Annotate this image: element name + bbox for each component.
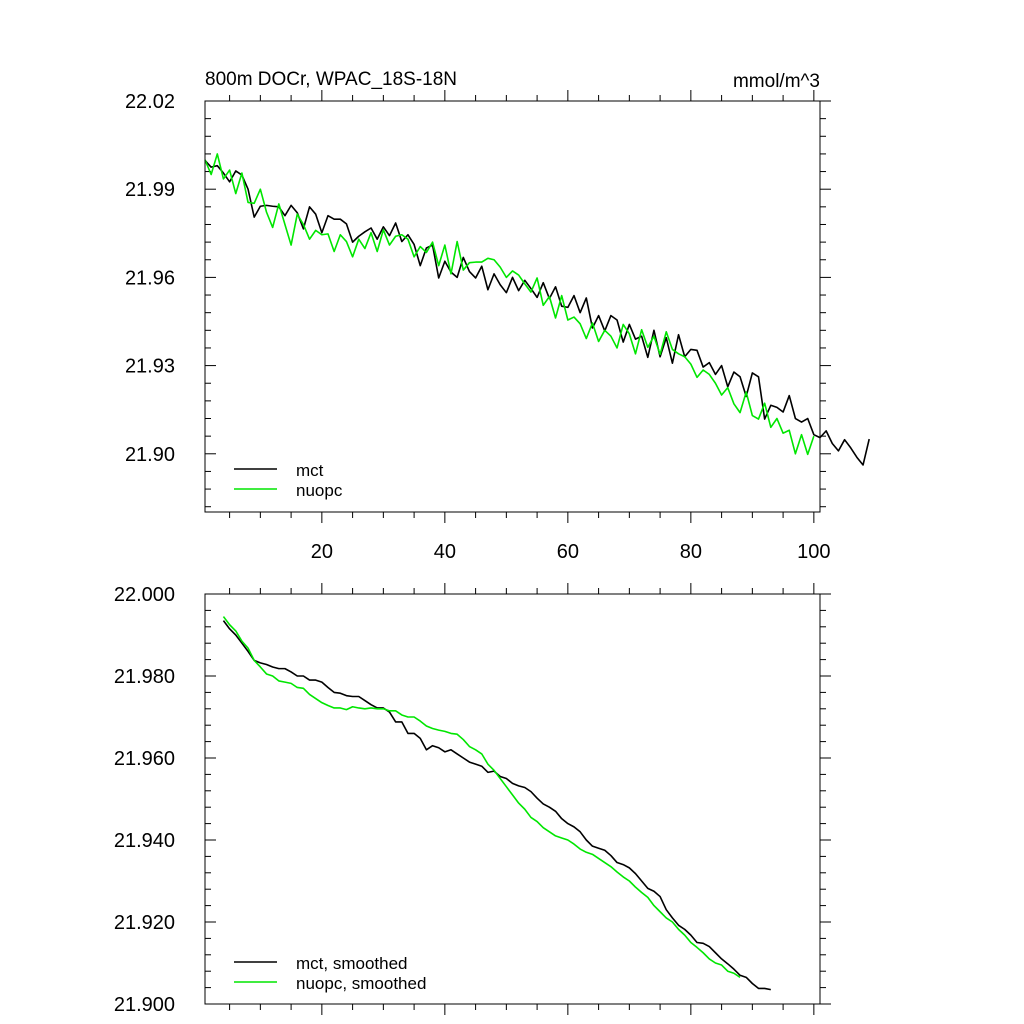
x-tick-label: 20 — [311, 541, 333, 563]
y-tick-label: 21.90 — [125, 444, 175, 466]
y-tick-label: 21.93 — [125, 356, 175, 378]
bottom-legend-mct-label: mct, smoothed — [296, 954, 408, 973]
series-line-mct-smoothed — [222, 620, 771, 991]
series-line-nuopc-smoothed — [222, 616, 741, 979]
series-line-mct — [204, 159, 870, 466]
top-axis-ticks: 22.02 21.99 21.96 21.93 21.90 20 40 60 80 100 — [125, 90, 831, 563]
top-plot-frame — [204, 100, 821, 513]
y-tick-label: 21.96 — [125, 267, 175, 289]
bottom-series-lines — [222, 616, 771, 991]
bottom-panel: 22.000 21.980 21.960 21.940 21.920 21.900 mct… — [114, 583, 831, 1016]
top-legend-nuopc-label: nuopc — [296, 481, 343, 500]
bottom-plot-frame — [204, 593, 821, 1005]
top-series-lines — [204, 153, 870, 466]
bottom-legend: mct, smoothed nuopc, smoothed — [234, 954, 426, 993]
top-title-right: mmol/m^3 — [733, 71, 820, 92]
y-tick-label: 21.940 — [114, 830, 175, 852]
x-tick-label: 100 — [797, 541, 830, 563]
y-tick-label: 21.99 — [125, 179, 175, 201]
y-tick-label: 22.000 — [114, 584, 175, 606]
x-tick-label: 80 — [680, 541, 702, 563]
top-panel: 800m DOCr, WPAC_18S-18N mmol/m^3 22.02 21… — [125, 69, 870, 563]
bottom-legend-nuopc-label: nuopc, smoothed — [296, 974, 426, 993]
top-title-left: 800m DOCr, WPAC_18S-18N — [205, 69, 457, 90]
top-legend-mct-label: mct — [296, 461, 324, 480]
bottom-axis-ticks: 22.000 21.980 21.960 21.940 21.920 21.900 — [114, 583, 831, 1016]
series-line-nuopc — [204, 153, 815, 456]
y-tick-label: 21.980 — [114, 666, 175, 688]
y-tick-label: 22.02 — [125, 91, 175, 113]
x-tick-label: 60 — [557, 541, 579, 563]
y-tick-label: 21.900 — [114, 994, 175, 1016]
y-tick-label: 21.960 — [114, 748, 175, 770]
x-tick-label: 40 — [434, 541, 456, 563]
top-legend: mct nuopc — [234, 461, 343, 500]
y-tick-label: 21.920 — [114, 912, 175, 934]
